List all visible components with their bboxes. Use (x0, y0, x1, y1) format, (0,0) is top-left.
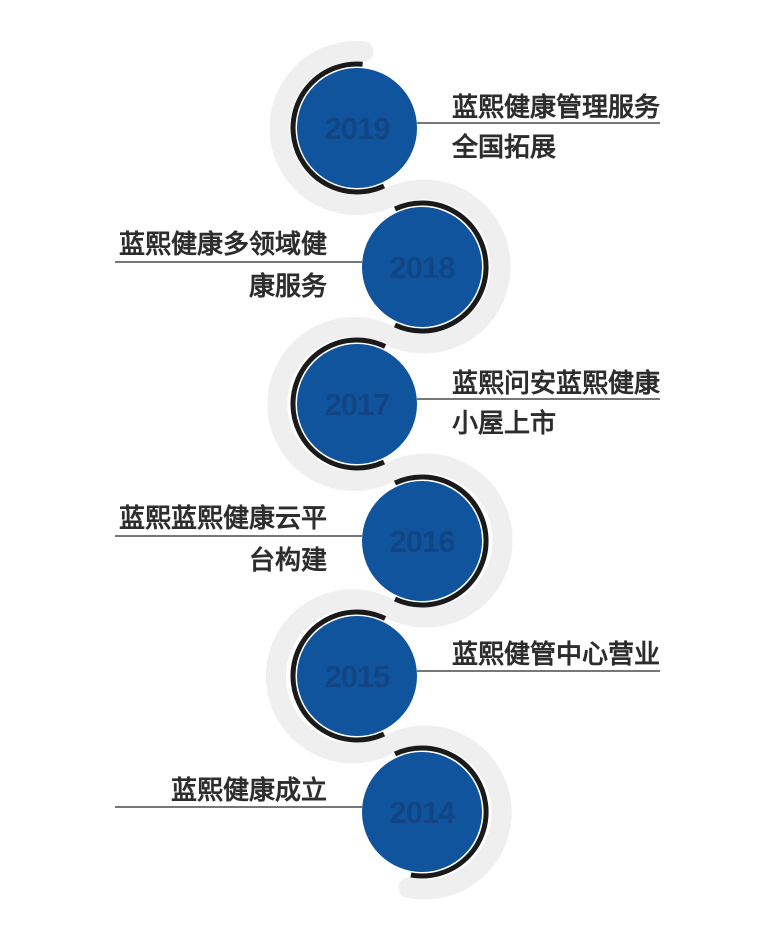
timeline-node-circle (362, 207, 482, 327)
milestone-divider (417, 670, 660, 672)
node-arc-2018 (393, 200, 489, 334)
milestone-label-line1: 蓝熙健康管理服务 (452, 92, 661, 122)
node-year-label: 2017 (325, 387, 390, 422)
milestone-label-line1: 蓝熙健康多领域健 (118, 229, 327, 259)
node-arc-2019 (290, 61, 386, 195)
node-year-label: 2016 (390, 524, 456, 559)
milestone-divider (417, 398, 660, 400)
milestone-label-line2: 全国拓展 (452, 132, 557, 162)
node-year-label: 2019 (325, 111, 391, 146)
timeline-node-circle (297, 68, 417, 188)
milestone-divider (115, 261, 362, 263)
node-arc-2016 (393, 474, 489, 608)
milestone-divider (115, 535, 362, 537)
node-arc-2017 (290, 337, 387, 471)
node-year-label: 2015 (325, 659, 391, 694)
node-arc-2014 (393, 745, 489, 879)
timeline-node-circle (362, 481, 482, 601)
milestone-label-line1: 蓝熙问安蓝熙健康 (452, 368, 661, 398)
node-year-label: 2018 (390, 250, 456, 285)
serpentine-ribbon (265, 40, 513, 900)
milestone-divider (417, 122, 660, 124)
timeline-node-circle (362, 752, 482, 872)
timeline-node-circle (297, 616, 417, 736)
milestone-label-line2: 台构建 (248, 545, 327, 575)
timeline-node-circle (297, 344, 417, 464)
node-arc-2015 (290, 609, 387, 743)
milestone-label-line2: 康服务 (248, 271, 327, 301)
milestone-label-line2: 小屋上市 (452, 408, 557, 438)
milestone-divider (115, 806, 362, 808)
milestone-label-line1: 蓝熙蓝熙健康云平 (118, 503, 327, 533)
milestone-label-line1: 蓝熙健管中心营业 (452, 639, 661, 669)
node-year-label: 2014 (390, 795, 457, 830)
milestone-label-line1: 蓝熙健康成立 (170, 775, 327, 805)
